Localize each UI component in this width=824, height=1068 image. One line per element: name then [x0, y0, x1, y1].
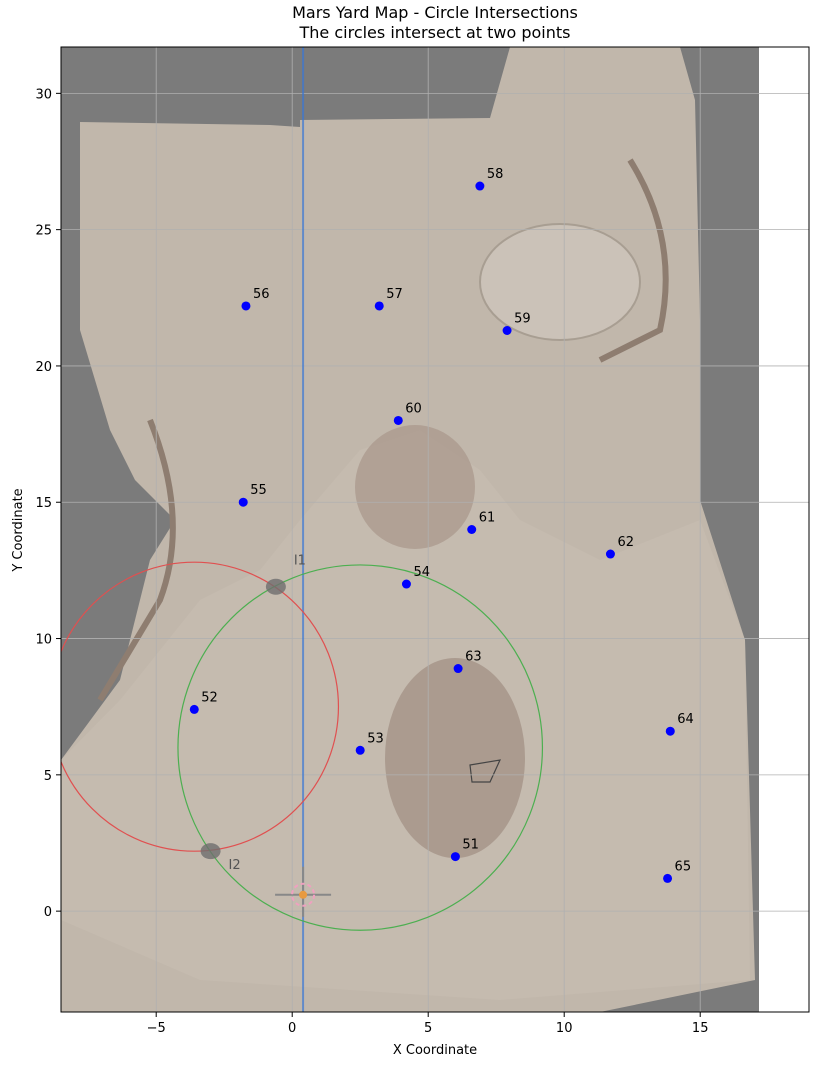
point-label: 63 [465, 650, 482, 665]
rover-sketch [469, 759, 502, 783]
y-tick-label: 25 [35, 224, 52, 239]
x-tick-label: 5 [424, 1021, 432, 1036]
data-point [393, 415, 403, 425]
intersection-marker [265, 578, 286, 595]
data-point [241, 301, 251, 311]
y-tick-label: 30 [35, 87, 52, 102]
data-point [467, 525, 477, 534]
point-label: 58 [487, 167, 504, 182]
x-tick-label: 10 [556, 1021, 573, 1036]
circle-2 [177, 564, 544, 931]
x-tick-label: 15 [692, 1021, 709, 1036]
pit-upper-right [479, 223, 641, 341]
gridlines [61, 47, 809, 1012]
trench-left [97, 418, 176, 702]
y-tick-label: 0 [44, 905, 52, 920]
x-axis-label: X Coordinate [393, 1043, 477, 1058]
data-point [401, 579, 411, 589]
data-point [502, 326, 512, 336]
y-tick-label: 20 [35, 360, 52, 375]
y-tick-label: 10 [35, 633, 52, 648]
data-point [450, 852, 460, 862]
point-label: 55 [250, 483, 267, 498]
map-background [61, 47, 759, 1012]
rover-marker [275, 866, 332, 917]
point-label: 61 [479, 511, 496, 526]
data-point [374, 301, 384, 311]
data-points: 51 52 53 54 55 56 57 58 59 60 61 62 63 64 65 [189, 167, 694, 883]
point-label: 53 [367, 731, 384, 746]
y-tick-label: 5 [44, 769, 52, 784]
plot-frame [60, 46, 810, 1013]
x-axis-ticks: −5 0 5 10 15 [147, 1012, 709, 1036]
chart-title: Mars Yard Map - Circle Intersections [292, 3, 578, 22]
y-tick-label: 15 [35, 496, 52, 511]
y-axis-ticks: 0 5 10 15 20 25 30 [35, 87, 61, 920]
point-label: 59 [514, 312, 531, 327]
circles [61, 561, 544, 931]
x-tick-label: −5 [147, 1021, 166, 1036]
data-point [475, 181, 485, 191]
y-axis-label: Y Coordinate [11, 488, 26, 572]
intersections: I1 I2 [200, 554, 306, 873]
x-tick-label: 0 [288, 1021, 296, 1036]
intersection-label: I2 [229, 858, 241, 873]
point-label: 57 [386, 287, 403, 302]
data-point [663, 873, 673, 883]
intersection-marker [200, 843, 221, 860]
point-label: 62 [617, 535, 634, 550]
data-point [238, 497, 248, 507]
point-label: 64 [677, 712, 694, 727]
crater-lower [385, 658, 525, 858]
data-point [453, 664, 463, 674]
trench-right [598, 158, 669, 363]
point-label: 56 [253, 287, 270, 302]
circle-1 [61, 561, 339, 852]
point-label: 52 [201, 690, 218, 705]
data-point [355, 745, 365, 755]
data-point [605, 549, 615, 559]
point-label: 60 [405, 401, 422, 416]
chart-subtitle: The circles intersect at two points [299, 23, 571, 42]
rover-ring [291, 882, 316, 907]
point-label: 54 [413, 565, 430, 580]
crater-upper [355, 425, 475, 549]
rover-dot [299, 890, 308, 899]
intersection-label: I1 [294, 554, 306, 569]
point-label: 51 [462, 838, 479, 853]
data-point [665, 726, 675, 736]
point-label: 65 [675, 859, 692, 874]
data-point [189, 704, 199, 714]
